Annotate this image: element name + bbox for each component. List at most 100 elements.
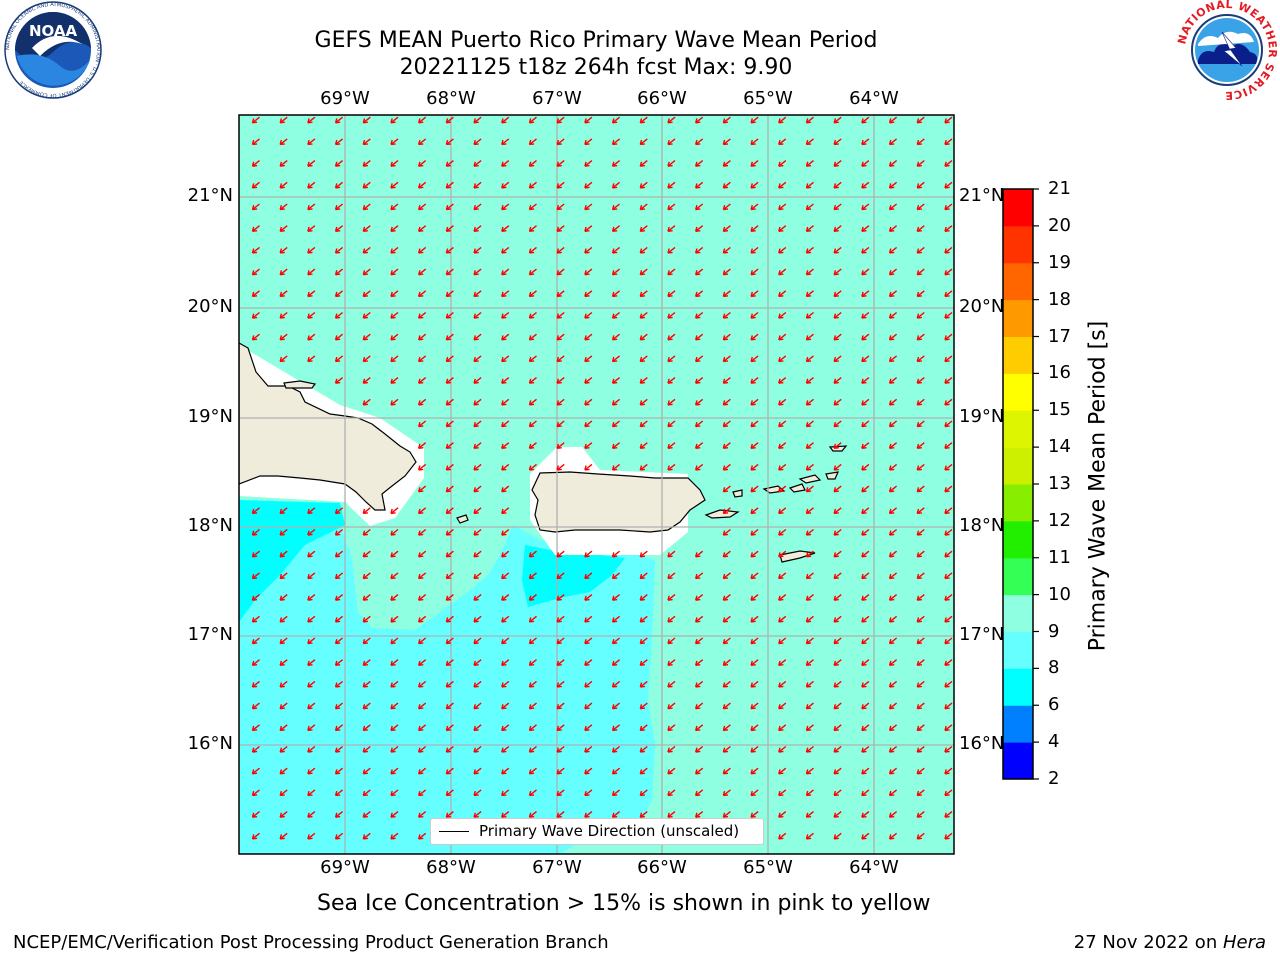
wave-direction-arrow: [916, 442, 925, 449]
wave-direction-arrowhead: [390, 291, 396, 298]
wave-direction-arrowhead: [639, 291, 645, 298]
wave-direction-arrowhead: [334, 139, 341, 146]
wave-direction-arrowhead: [611, 205, 618, 211]
wave-direction-arrowhead: [805, 400, 812, 406]
wave-direction-arrowhead: [888, 660, 895, 666]
wave-direction-arrow: [418, 789, 427, 797]
wave-direction-arrow: [833, 398, 842, 406]
wave-direction-arrow: [861, 268, 870, 276]
wave-direction-arrowhead: [861, 422, 867, 428]
wave-direction-arrowhead: [584, 704, 590, 710]
wave-direction-arrow: [390, 333, 399, 341]
wave-direction-arrow: [473, 528, 482, 536]
wave-direction-arrow: [529, 116, 537, 124]
island-outline: [704, 509, 740, 519]
wave-direction-arrowhead: [528, 356, 535, 363]
wave-direction-arrow: [750, 789, 759, 797]
wave-direction-arrow: [667, 181, 676, 189]
wave-direction-arrow: [806, 702, 814, 710]
wave-direction-arrow: [418, 572, 427, 580]
wave-direction-arrowhead: [778, 378, 784, 384]
wave-direction-arrow: [529, 745, 537, 753]
wave-direction-arrow: [778, 789, 787, 797]
wave-direction-arrowhead: [722, 205, 729, 211]
wave-direction-arrowhead: [473, 682, 479, 688]
wave-direction-arrow: [556, 420, 565, 428]
wave-direction-arrowhead: [778, 704, 784, 710]
wave-direction-arrow: [612, 637, 621, 645]
wave-direction-arrow: [335, 615, 344, 623]
wave-direction-arrowhead: [501, 530, 507, 536]
wave-direction-arrow: [778, 507, 787, 514]
wave-direction-arrowhead: [584, 812, 590, 818]
wave-direction-arrowhead: [667, 118, 673, 124]
wave-direction-arrow: [612, 572, 621, 580]
wave-direction-arrow: [722, 572, 731, 580]
wave-direction-arrowhead: [307, 161, 313, 167]
wave-direction-arrow: [722, 659, 731, 666]
wave-direction-arrowhead: [833, 465, 839, 471]
wave-direction-arrowhead: [695, 682, 701, 688]
wave-direction-arrowhead: [833, 769, 839, 775]
wave-direction-arrowhead: [667, 400, 673, 406]
wave-direction-arrowhead: [528, 205, 535, 211]
wave-direction-arrow: [750, 420, 759, 428]
wave-direction-arrow: [778, 311, 787, 319]
wave-direction-arrow: [750, 268, 759, 276]
wave-direction-arrowhead: [307, 639, 313, 645]
wave-direction-arrow: [944, 745, 953, 753]
wave-direction-arrow: [390, 767, 399, 775]
wave-direction-arrow: [362, 398, 371, 406]
wave-direction-arrowhead: [501, 400, 507, 406]
wave-direction-arrowhead: [584, 183, 590, 189]
wave-direction-arrowhead: [750, 443, 756, 449]
wave-direction-arrow: [695, 268, 704, 276]
wave-direction-arrowhead: [584, 118, 590, 124]
wave-direction-arrow: [778, 615, 787, 623]
wave-direction-arrowhead: [445, 183, 452, 189]
latitude-label-right: 16°N: [959, 733, 1005, 754]
wave-direction-arrowhead: [279, 226, 285, 232]
wave-direction-arrowhead: [445, 161, 452, 167]
wave-direction-arrow: [833, 442, 842, 449]
colorbar-tick-label: 2: [1048, 768, 1060, 789]
wave-direction-arrowhead: [501, 552, 507, 558]
wave-direction-arrowhead: [861, 335, 867, 341]
wave-direction-arrow: [445, 550, 454, 558]
wave-direction-arrow: [722, 507, 731, 514]
wave-direction-arrow: [501, 355, 510, 363]
wave-direction-arrow: [390, 246, 399, 254]
wave-direction-arrowhead: [528, 335, 535, 341]
wave-direction-arrow: [612, 745, 621, 753]
wave-direction-arrowhead: [833, 790, 839, 797]
wave-direction-arrow: [390, 181, 399, 189]
wave-direction-arrowhead: [334, 270, 341, 276]
wave-direction-arrowhead: [501, 617, 507, 623]
wave-direction-arrow: [667, 702, 676, 710]
wave-direction-arrowhead: [861, 530, 867, 536]
map-legend: Primary Wave Direction (unscaled): [430, 818, 764, 845]
wave-direction-arrowhead: [750, 226, 756, 232]
wave-direction-arrowhead: [944, 660, 950, 666]
wave-direction-arrowhead: [888, 400, 895, 406]
wave-direction-arrowhead: [722, 291, 729, 298]
wave-direction-arrowhead: [390, 834, 396, 840]
wave-direction-arrowhead: [528, 595, 535, 601]
wave-direction-arrowhead: [611, 118, 618, 124]
wave-direction-arrow: [750, 311, 759, 319]
wave-direction-arrowhead: [750, 660, 756, 666]
wave-direction-arrow: [501, 724, 510, 731]
wave-direction-arrow: [944, 811, 953, 818]
wave-direction-arrowhead: [584, 595, 590, 601]
wave-direction-arrow: [390, 138, 399, 146]
wave-direction-arrow: [806, 550, 814, 558]
wave-direction-arrow: [390, 572, 399, 580]
wave-direction-arrowhead: [722, 183, 729, 189]
wave-direction-arrow: [806, 116, 814, 124]
wave-direction-arrowhead: [445, 530, 452, 536]
wave-direction-arrow: [252, 138, 260, 146]
wave-direction-arrowhead: [501, 790, 507, 797]
wave-direction-arrowhead: [251, 790, 258, 797]
wave-direction-arrowhead: [805, 183, 812, 189]
wave-direction-arrow: [556, 311, 565, 319]
